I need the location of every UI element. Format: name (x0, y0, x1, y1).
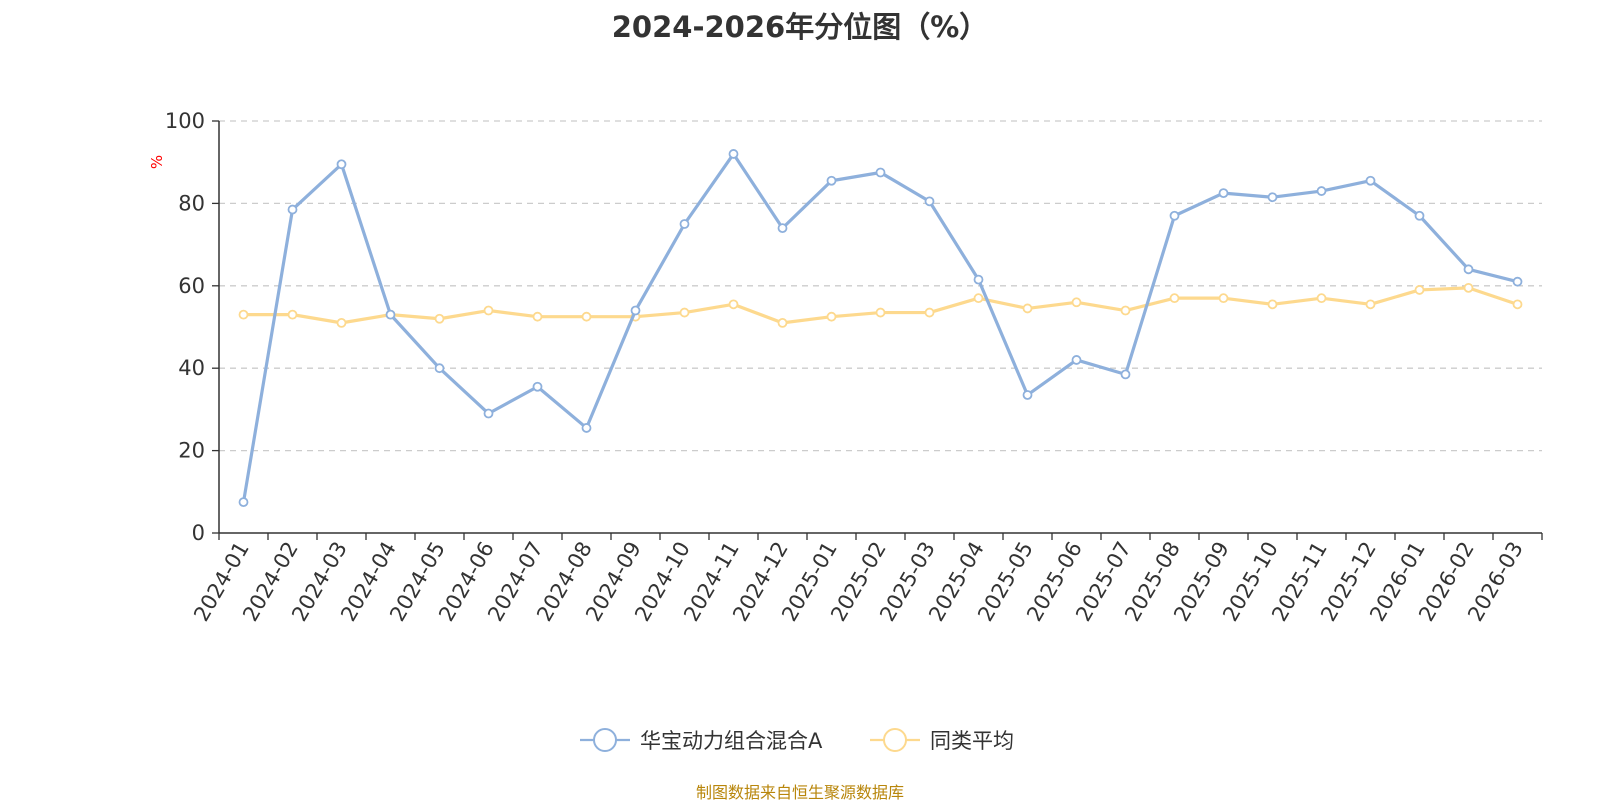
data-point[interactable] (336, 159, 347, 170)
data-point[interactable] (287, 309, 298, 320)
data-point[interactable] (777, 223, 788, 234)
data-point[interactable] (924, 196, 935, 207)
data-point[interactable] (1414, 210, 1425, 221)
data-point[interactable] (1463, 282, 1474, 293)
legend: 华宝动力组合混合A 同类平均 (580, 728, 1014, 753)
y-tick-label: 0 (192, 521, 205, 545)
data-point[interactable] (1463, 264, 1474, 275)
data-point[interactable] (1316, 293, 1327, 304)
data-point[interactable] (679, 219, 690, 229)
legend-label: 同类平均 (930, 729, 1014, 753)
data-point[interactable] (1120, 369, 1131, 380)
data-point[interactable] (1512, 276, 1523, 287)
data-point[interactable] (973, 274, 984, 285)
data-point[interactable] (1218, 188, 1229, 199)
data-point[interactable] (630, 305, 641, 316)
y-tick-label: 80 (178, 191, 205, 215)
data-point[interactable] (483, 408, 494, 419)
x-axis-ticks: 2024-012024-022024-032024-042024-052024-… (189, 533, 1543, 625)
data-point[interactable] (1267, 299, 1278, 310)
data-point[interactable] (1218, 293, 1229, 304)
data-point[interactable] (238, 309, 249, 320)
y-axis-ticks: 0 20 40 60 80 100 (165, 109, 219, 545)
data-point[interactable] (385, 309, 396, 320)
chart-title: 2024-2026年分位图（%） (611, 10, 989, 44)
data-point[interactable] (826, 175, 837, 186)
data-point[interactable] (924, 307, 935, 318)
y-tick-label: 20 (178, 439, 205, 463)
data-point[interactable] (826, 311, 837, 322)
data-point[interactable] (875, 307, 886, 318)
data-point[interactable] (1120, 305, 1131, 316)
data-point[interactable] (1071, 297, 1082, 308)
data-point[interactable] (973, 293, 984, 304)
data-point[interactable] (875, 167, 886, 178)
legend-item-1[interactable]: 同类平均 (870, 728, 1014, 753)
data-point[interactable] (777, 317, 788, 328)
data-point[interactable] (238, 497, 249, 508)
data-point[interactable] (1022, 390, 1033, 400)
y-tick-label: 100 (165, 109, 205, 133)
y-unit-label: % (148, 155, 166, 169)
data-point[interactable] (1365, 175, 1376, 186)
y-tick-label: 40 (178, 356, 205, 380)
legend-label: 华宝动力组合混合A (640, 729, 823, 753)
data-point[interactable] (1022, 303, 1033, 314)
legend-marker (883, 728, 907, 752)
data-point[interactable] (532, 381, 543, 392)
axes (218, 121, 1542, 534)
data-point[interactable] (287, 204, 298, 215)
data-point[interactable] (581, 311, 592, 322)
legend-item-0[interactable]: 华宝动力组合混合A (580, 728, 823, 753)
data-point[interactable] (336, 317, 347, 328)
data-point[interactable] (679, 307, 690, 318)
series-line-0 (241, 152, 1518, 503)
data-point[interactable] (1169, 293, 1180, 304)
data-point[interactable] (1512, 299, 1523, 310)
data-point[interactable] (1071, 355, 1082, 365)
data-point[interactable] (434, 363, 445, 374)
data-point[interactable] (483, 305, 494, 316)
legend-marker (593, 728, 617, 752)
y-tick-label: 60 (178, 274, 205, 298)
series-lines (238, 149, 1523, 508)
data-source-note: 制图数据来自恒生聚源数据库 (695, 783, 904, 802)
data-point[interactable] (1365, 299, 1376, 310)
data-point[interactable] (1169, 210, 1180, 221)
data-point[interactable] (728, 299, 739, 310)
data-point[interactable] (1267, 192, 1278, 203)
data-point[interactable] (532, 311, 543, 322)
data-point[interactable] (581, 423, 592, 433)
data-point[interactable] (1316, 186, 1327, 196)
data-point[interactable] (728, 149, 739, 159)
data-point[interactable] (434, 313, 445, 324)
series-line-1 (243, 286, 1519, 325)
data-point[interactable] (1414, 285, 1425, 295)
